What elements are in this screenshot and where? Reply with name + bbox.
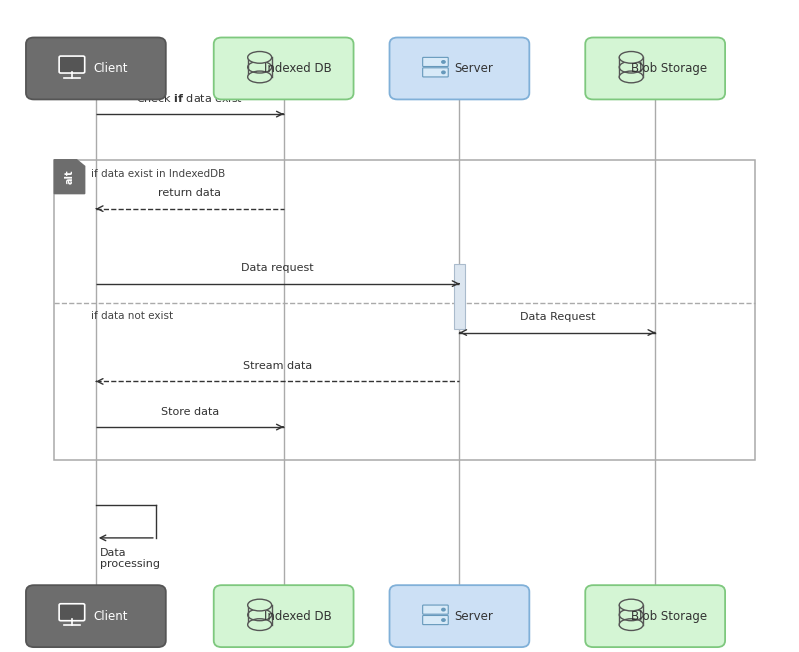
FancyBboxPatch shape: [585, 585, 725, 647]
FancyBboxPatch shape: [423, 615, 448, 625]
FancyBboxPatch shape: [389, 585, 529, 647]
Text: Data
processing: Data processing: [100, 548, 160, 569]
Ellipse shape: [248, 599, 272, 611]
Text: Check $\bf{if}$ data exist: Check $\bf{if}$ data exist: [137, 92, 243, 104]
Text: Blob Storage: Blob Storage: [631, 62, 708, 75]
FancyBboxPatch shape: [423, 605, 448, 614]
Ellipse shape: [248, 619, 272, 630]
Text: Store data: Store data: [161, 407, 219, 417]
FancyBboxPatch shape: [454, 264, 465, 329]
Ellipse shape: [248, 71, 272, 83]
Text: return data: return data: [158, 188, 221, 198]
Circle shape: [441, 608, 446, 612]
Text: Blob Storage: Blob Storage: [631, 610, 708, 623]
FancyBboxPatch shape: [423, 68, 448, 77]
Circle shape: [441, 60, 446, 64]
FancyBboxPatch shape: [389, 37, 529, 99]
FancyBboxPatch shape: [26, 585, 166, 647]
FancyBboxPatch shape: [585, 37, 725, 99]
Text: Indexed DB: Indexed DB: [264, 62, 332, 75]
Ellipse shape: [619, 599, 643, 611]
Text: Server: Server: [455, 62, 493, 75]
FancyBboxPatch shape: [26, 37, 166, 99]
Text: Indexed DB: Indexed DB: [264, 610, 332, 623]
FancyBboxPatch shape: [213, 37, 353, 99]
Text: if data not exist: if data not exist: [91, 311, 173, 321]
FancyBboxPatch shape: [59, 56, 85, 73]
Text: alt: alt: [65, 170, 74, 184]
Ellipse shape: [619, 71, 643, 83]
FancyBboxPatch shape: [423, 57, 448, 67]
Text: Client: Client: [93, 610, 128, 623]
Text: Data Request: Data Request: [519, 312, 595, 322]
Polygon shape: [54, 160, 85, 194]
Ellipse shape: [619, 619, 643, 630]
Circle shape: [441, 618, 446, 622]
Ellipse shape: [619, 52, 643, 63]
Ellipse shape: [248, 52, 272, 63]
Circle shape: [441, 70, 446, 74]
Text: Server: Server: [455, 610, 493, 623]
FancyBboxPatch shape: [213, 585, 353, 647]
Text: if data exist in IndexedDB: if data exist in IndexedDB: [91, 169, 225, 179]
Text: Data request: Data request: [241, 263, 314, 273]
FancyBboxPatch shape: [59, 604, 85, 621]
Text: Stream data: Stream data: [243, 361, 312, 371]
Text: Client: Client: [93, 62, 128, 75]
